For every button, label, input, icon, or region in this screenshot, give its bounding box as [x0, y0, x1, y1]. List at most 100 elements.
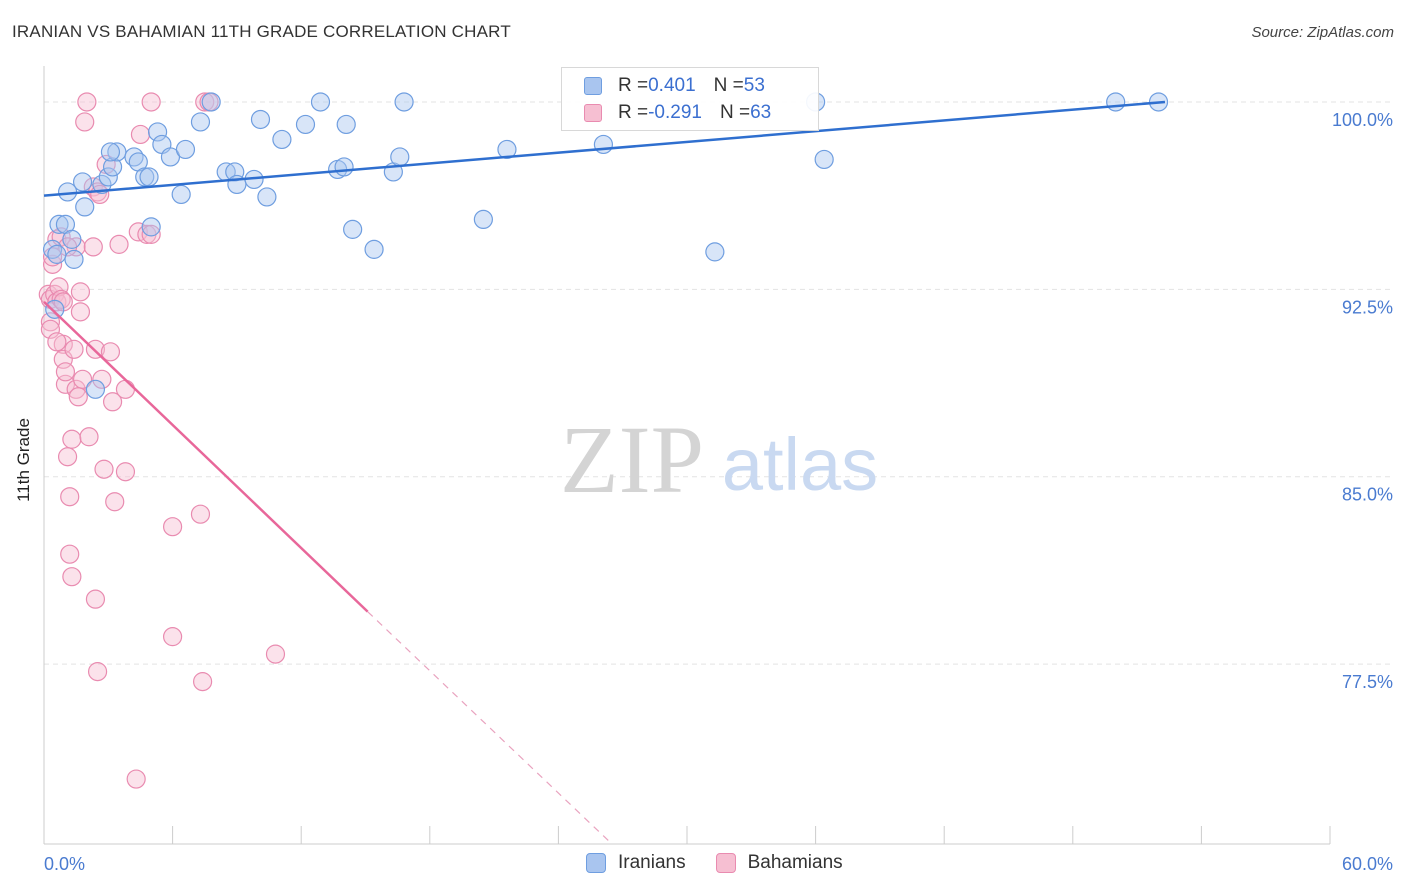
bahamians-point[interactable]: [49, 277, 69, 297]
bahamians-point[interactable]: [70, 282, 91, 302]
bahamians-point[interactable]: [92, 369, 112, 389]
iranians-point[interactable]: [272, 129, 292, 150]
bahamians-point[interactable]: [62, 567, 82, 587]
bahamians-point[interactable]: [85, 589, 106, 609]
iranians-point[interactable]: [175, 139, 196, 160]
iranians-point[interactable]: [160, 147, 181, 167]
bahamians-point[interactable]: [190, 504, 211, 524]
bahamians-point[interactable]: [42, 254, 63, 274]
iranians-point[interactable]: [473, 209, 493, 229]
watermark-zip: ZIP: [560, 406, 704, 513]
watermark: ZIP atlas: [560, 406, 878, 513]
bahamians-point[interactable]: [126, 769, 146, 789]
iranians-point[interactable]: [139, 167, 159, 187]
iranians-point[interactable]: [190, 112, 211, 132]
bahamians-point[interactable]: [94, 459, 114, 479]
y-tick-label: 92.5%: [1342, 297, 1393, 317]
iranians-point[interactable]: [497, 139, 517, 160]
bahamians-point[interactable]: [141, 92, 161, 112]
bahamians-point[interactable]: [195, 92, 215, 112]
bahamians-point[interactable]: [141, 224, 161, 244]
bahamians-point[interactable]: [102, 392, 123, 412]
iranians-point[interactable]: [295, 114, 316, 135]
bahamians-point[interactable]: [70, 302, 91, 322]
iranians-point[interactable]: [343, 219, 363, 239]
legend-row-iranians: R = 0.401 N = 53: [584, 74, 765, 98]
bahamians-point[interactable]: [79, 427, 99, 447]
iranians-point[interactable]: [72, 172, 93, 192]
bahamians-point[interactable]: [60, 487, 80, 507]
bahamians-point[interactable]: [53, 349, 73, 369]
bahamians-point[interactable]: [40, 319, 61, 339]
x-tick-label-min: 0.0%: [44, 854, 85, 874]
iranians-point[interactable]: [1106, 92, 1126, 112]
iranians-point[interactable]: [171, 184, 191, 205]
iranians-point[interactable]: [390, 147, 410, 167]
iranians-point[interactable]: [62, 229, 82, 249]
iranians-point[interactable]: [47, 244, 67, 264]
iranians-point[interactable]: [310, 92, 331, 112]
bahamians-point[interactable]: [68, 387, 88, 407]
bahamians-point[interactable]: [51, 289, 71, 309]
bahamians-point[interactable]: [100, 342, 121, 362]
iranians-point[interactable]: [257, 187, 277, 207]
legend-swatch-bahamians: [715, 853, 736, 873]
iranians-point[interactable]: [64, 249, 84, 269]
iranians-point[interactable]: [705, 242, 725, 262]
iranians-point[interactable]: [593, 134, 614, 155]
iranians-point[interactable]: [394, 92, 414, 112]
chart-title: IRANIAN VS BAHAMIAN 11TH GRADE CORRELATI…: [12, 22, 511, 41]
bahamians-point[interactable]: [55, 362, 76, 382]
bahamians-point[interactable]: [265, 644, 286, 664]
iranians-point[interactable]: [98, 167, 118, 187]
bahamians-point[interactable]: [40, 312, 61, 332]
bahamians-point[interactable]: [60, 544, 80, 564]
bahamians-point[interactable]: [130, 124, 151, 145]
bahamians-point[interactable]: [66, 379, 86, 399]
legend-r-label: R =: [618, 102, 649, 123]
series-legend: Iranians Bahamians: [586, 852, 873, 874]
iranians-point[interactable]: [100, 142, 121, 162]
iranians-point[interactable]: [85, 379, 106, 399]
bahamians-point[interactable]: [75, 112, 95, 132]
bahamians-point[interactable]: [83, 237, 103, 257]
iranians-point[interactable]: [147, 122, 168, 142]
gridlines: [44, 101, 1394, 665]
iranians-point[interactable]: [45, 299, 65, 319]
bahamians-point[interactable]: [87, 662, 108, 682]
watermark-atlas: atlas: [722, 423, 878, 506]
bahamians-point[interactable]: [77, 92, 97, 112]
bahamians-point[interactable]: [47, 332, 67, 352]
iranians-point[interactable]: [102, 157, 123, 177]
iranians-point[interactable]: [334, 157, 354, 177]
iranians-point[interactable]: [135, 167, 155, 187]
y-tick-label: 77.5%: [1342, 672, 1393, 692]
legend-item-bahamians[interactable]: Bahamians: [715, 852, 843, 874]
bahamians-point[interactable]: [115, 379, 136, 399]
iranians-point[interactable]: [49, 214, 69, 234]
legend-label-bahamians: Bahamians: [747, 852, 843, 873]
iranians-point[interactable]: [336, 114, 356, 135]
bahamians-point[interactable]: [163, 517, 183, 537]
bahamians-point[interactable]: [62, 429, 82, 449]
legend-swatch-iranians: [586, 853, 606, 873]
x-tick-label-max: 60.0%: [1342, 854, 1393, 874]
bahamians-point[interactable]: [64, 339, 84, 359]
iranians-point[interactable]: [92, 174, 112, 195]
iranians-point[interactable]: [364, 239, 384, 259]
bahamians-point[interactable]: [72, 369, 93, 389]
bahamians-point[interactable]: [109, 234, 129, 254]
bahamians-point[interactable]: [57, 447, 78, 467]
iranians-point[interactable]: [75, 197, 95, 217]
bahamians-point[interactable]: [115, 462, 136, 482]
bahamians-point[interactable]: [105, 492, 125, 512]
iranians-point[interactable]: [141, 217, 161, 237]
bahamians-point[interactable]: [163, 627, 183, 647]
iranians-point[interactable]: [201, 92, 221, 112]
iranians-point[interactable]: [250, 109, 271, 130]
trend-lines: [43, 100, 1166, 845]
bahamians-point[interactable]: [193, 672, 213, 692]
iranians-point[interactable]: [814, 149, 834, 170]
legend-item-iranians[interactable]: Iranians: [586, 852, 686, 874]
